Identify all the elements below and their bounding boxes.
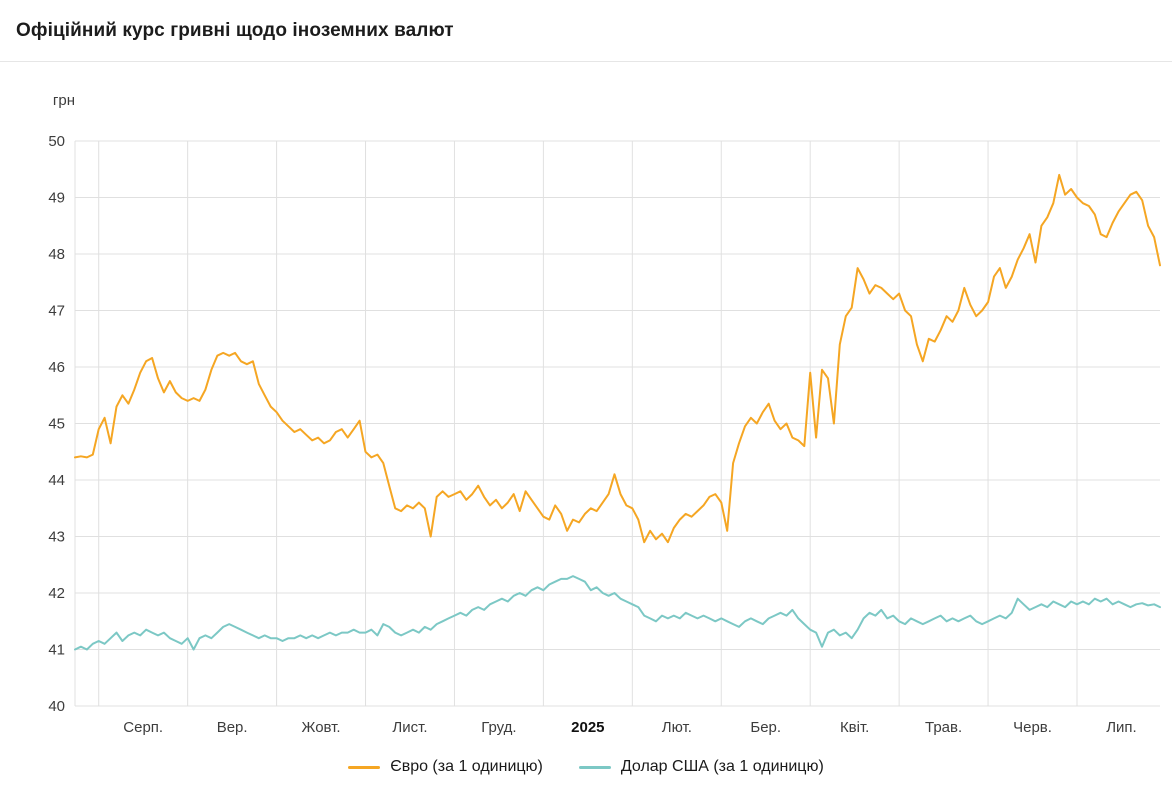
svg-text:Жовт.: Жовт. xyxy=(302,719,341,736)
legend-item-usd[interactable]: Долар США (за 1 одиницю) xyxy=(578,758,824,776)
svg-text:Квіт.: Квіт. xyxy=(840,719,869,736)
exchange-rate-chart: 40 41 42 43 44 45 46 47 48 49 50 Серп. Вер. Жовт. Лист… xyxy=(0,62,1172,752)
euro-line-swatch-icon xyxy=(348,765,381,769)
chart-header: Офіційний курс гривні щодо іноземних вал… xyxy=(0,0,1172,62)
svg-text:Бер.: Бер. xyxy=(750,719,781,736)
svg-text:Серп.: Серп. xyxy=(123,719,163,736)
svg-text:45: 45 xyxy=(48,416,65,433)
legend-label-usd: Долар США (за 1 одиницю) xyxy=(620,758,824,775)
svg-text:44: 44 xyxy=(48,472,65,489)
svg-text:Лист.: Лист. xyxy=(392,719,427,736)
usd-line-swatch-icon xyxy=(578,765,611,769)
svg-text:46: 46 xyxy=(48,359,65,376)
page-title: Офіційний курс гривні щодо іноземних вал… xyxy=(16,19,454,41)
svg-text:Груд.: Груд. xyxy=(481,719,516,736)
svg-text:49: 49 xyxy=(48,190,65,207)
svg-text:Вер.: Вер. xyxy=(217,719,248,736)
chart-legend: Євро (за 1 одиницю) Долар США (за 1 один… xyxy=(0,758,1172,776)
svg-text:грн: грн xyxy=(53,92,75,109)
exchange-rate-chart-svg: 40 41 42 43 44 45 46 47 48 49 50 Серп. Вер. Жовт. Лист… xyxy=(48,92,1161,736)
svg-text:42: 42 xyxy=(48,585,65,602)
svg-text:Лют.: Лют. xyxy=(662,719,692,736)
svg-text:Лип.: Лип. xyxy=(1106,719,1137,736)
svg-text:40: 40 xyxy=(48,698,65,715)
svg-text:Трав.: Трав. xyxy=(925,719,962,736)
svg-text:50: 50 xyxy=(48,133,65,150)
svg-text:Черв.: Черв. xyxy=(1013,719,1052,736)
svg-text:41: 41 xyxy=(48,642,65,659)
svg-text:48: 48 xyxy=(48,246,65,263)
svg-text:47: 47 xyxy=(48,303,65,320)
legend-item-euro[interactable]: Євро (за 1 одиницю) xyxy=(348,758,543,776)
legend-label-euro: Євро (за 1 одиницю) xyxy=(390,758,543,775)
svg-text:2025: 2025 xyxy=(571,719,604,736)
svg-text:43: 43 xyxy=(48,529,65,546)
